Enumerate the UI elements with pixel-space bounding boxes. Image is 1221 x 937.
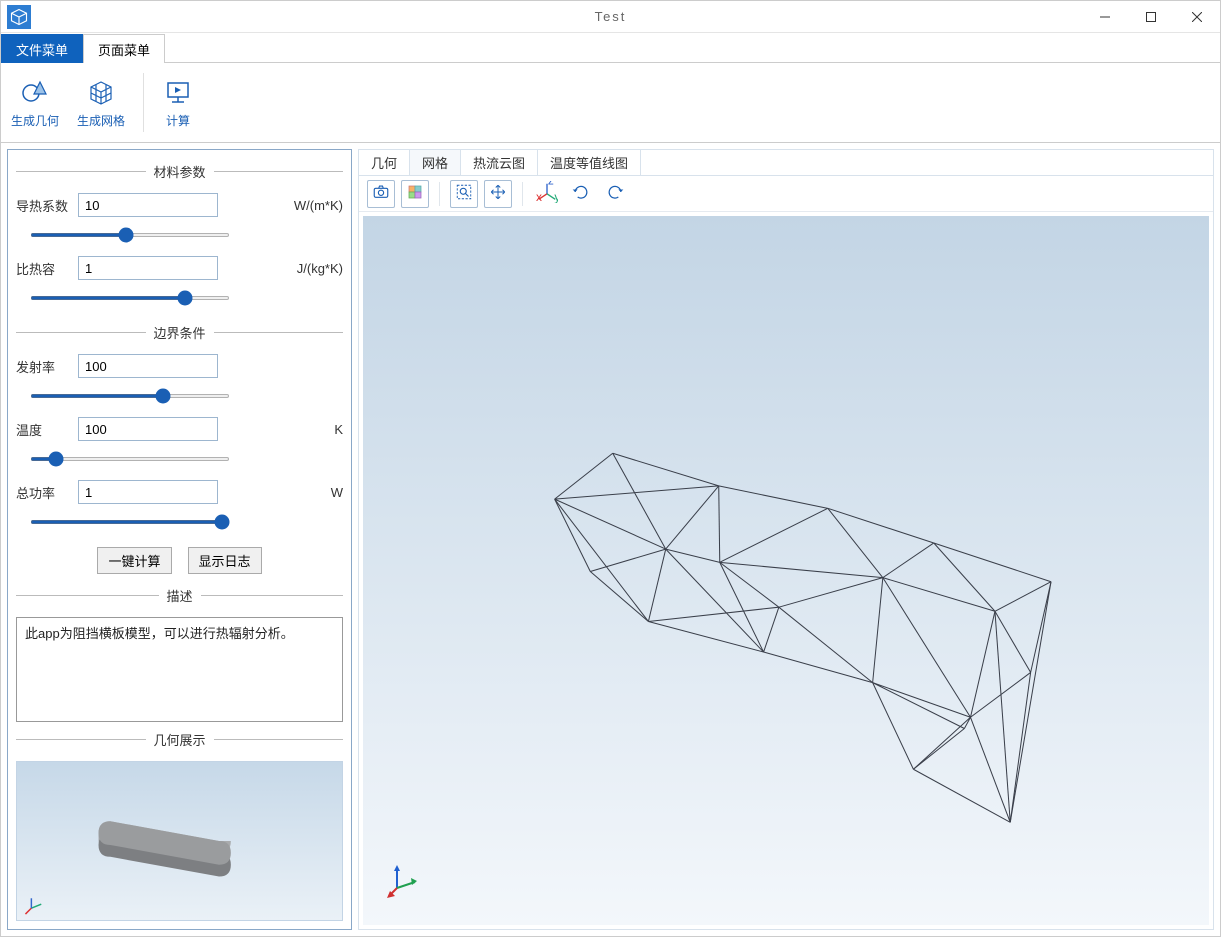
canvas-axis-triad: [387, 862, 423, 901]
gen-mesh-button[interactable]: 生成网格: [77, 69, 125, 136]
window-controls: [1082, 1, 1220, 33]
cube-grid-icon: [406, 183, 424, 204]
group-material-header: 材料参数: [16, 162, 343, 181]
geometry-preview[interactable]: [16, 761, 343, 921]
rotate-cw-button[interactable]: [601, 180, 629, 208]
preview-axis-triad: [25, 898, 41, 914]
thermal-cond-label: 导热系数: [16, 196, 72, 215]
gen-geometry-button[interactable]: 生成几何: [11, 69, 59, 136]
rotate-cw-icon: [605, 182, 625, 205]
param-heat-cap: 比热容 J/(kg*K): [16, 256, 343, 280]
svg-text:y: y: [554, 190, 558, 203]
main-area: 材料参数 导热系数 W/(m*K) 比热容 J/(kg*K) 边界条件 发射率 …: [1, 143, 1220, 936]
window-title: Test: [595, 9, 627, 24]
group-desc-header: 描述: [16, 586, 343, 605]
xyz-axes-icon: zxy: [536, 181, 558, 206]
param-thermal-cond: 导热系数 W/(m*K): [16, 193, 343, 217]
power-slider[interactable]: [30, 520, 230, 524]
thermal-cond-input[interactable]: [78, 193, 218, 217]
zoom-extents-button[interactable]: [450, 180, 478, 208]
mesh-canvas[interactable]: [363, 216, 1209, 925]
temperature-slider[interactable]: [30, 457, 230, 461]
heat-cap-unit: J/(kg*K): [297, 261, 343, 276]
app-logo-icon: [7, 5, 31, 29]
temperature-input[interactable]: [78, 417, 218, 441]
param-temperature: 温度 K: [16, 417, 343, 441]
camera-icon: [372, 183, 390, 204]
power-input[interactable]: [78, 480, 218, 504]
one-click-compute-button[interactable]: 一键计算: [97, 547, 171, 574]
mesh-wireframe-svg: [363, 216, 1209, 925]
group-boundary-header: 边界条件: [16, 323, 343, 342]
gen-mesh-label: 生成网格: [77, 112, 125, 129]
ribbon-content: 生成几何 生成网格 计算: [1, 63, 1220, 143]
view-tab-geometry[interactable]: 几何: [359, 150, 410, 175]
heat-cap-slider[interactable]: [30, 296, 230, 300]
move-icon: [489, 183, 507, 204]
maximize-button[interactable]: [1128, 1, 1174, 33]
thermal-cond-slider[interactable]: [30, 233, 230, 237]
group-geom-header: 几何展示: [16, 730, 343, 749]
mesh-icon: [85, 76, 117, 108]
view-toolbar: zxy: [359, 176, 1213, 212]
view-tabs: 几何 网格 热流云图 温度等值线图: [359, 150, 1213, 176]
param-power: 总功率 W: [16, 480, 343, 504]
emissivity-slider[interactable]: [30, 394, 230, 398]
view-tab-mesh[interactable]: 网格: [410, 150, 461, 175]
param-emissivity: 发射率: [16, 354, 343, 378]
transparency-button[interactable]: [401, 180, 429, 208]
view-tab-heatflux[interactable]: 热流云图: [461, 150, 538, 175]
tab-page-menu[interactable]: 页面菜单: [83, 34, 165, 63]
rotate-ccw-icon: [571, 182, 591, 205]
description-text: 此app为阻挡横板模型，可以进行热辐射分析。: [16, 617, 343, 722]
compute-button[interactable]: 计算: [162, 69, 194, 136]
heat-cap-input[interactable]: [78, 256, 218, 280]
tab-file-menu[interactable]: 文件菜单: [1, 34, 83, 63]
emissivity-label: 发射率: [16, 357, 72, 376]
geometry-preview-svg: [17, 762, 342, 920]
gen-geometry-label: 生成几何: [11, 112, 59, 129]
zoom-fit-icon: [455, 183, 473, 204]
compute-icon: [162, 76, 194, 108]
ribbon-separator: [143, 73, 144, 132]
left-panel: 材料参数 导热系数 W/(m*K) 比热容 J/(kg*K) 边界条件 发射率 …: [7, 149, 352, 930]
show-log-button[interactable]: 显示日志: [188, 547, 262, 574]
view-tab-isotherm[interactable]: 温度等值线图: [538, 150, 641, 175]
emissivity-input[interactable]: [78, 354, 218, 378]
thermal-cond-unit: W/(m*K): [294, 198, 343, 213]
minimize-button[interactable]: [1082, 1, 1128, 33]
temperature-label: 温度: [16, 420, 72, 439]
group-desc-title: 描述: [159, 586, 201, 605]
xyz-orient-button[interactable]: zxy: [533, 180, 561, 208]
close-button[interactable]: [1174, 1, 1220, 33]
titlebar: Test: [1, 1, 1220, 33]
svg-text:z: z: [548, 181, 554, 188]
heat-cap-label: 比热容: [16, 259, 72, 278]
right-panel: 几何 网格 热流云图 温度等值线图 zxy: [358, 149, 1214, 930]
sidebar-button-row: 一键计算 显示日志: [16, 547, 343, 574]
svg-text:x: x: [536, 190, 542, 203]
snapshot-button[interactable]: [367, 180, 395, 208]
power-label: 总功率: [16, 483, 72, 502]
ribbon-tabs: 文件菜单 页面菜单: [1, 33, 1220, 63]
temperature-unit: K: [334, 422, 343, 437]
compute-label: 计算: [166, 112, 190, 129]
pan-button[interactable]: [484, 180, 512, 208]
geometry-icon: [19, 76, 51, 108]
group-geom-title: 几何展示: [146, 730, 214, 749]
group-boundary-title: 边界条件: [146, 323, 214, 342]
group-material-title: 材料参数: [146, 162, 214, 181]
rotate-ccw-button[interactable]: [567, 180, 595, 208]
power-unit: W: [331, 485, 343, 500]
